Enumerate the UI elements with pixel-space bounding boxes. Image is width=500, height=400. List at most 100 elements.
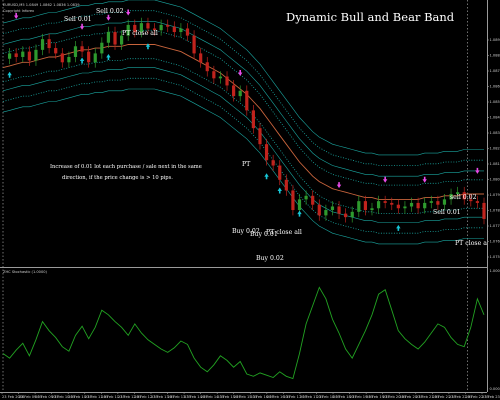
- candle-body: [232, 85, 236, 97]
- sell-arrow-icon: [336, 182, 342, 189]
- candle-body: [80, 46, 84, 52]
- time-tick-label: 23 Feb 10:35: [68, 395, 92, 399]
- candle-body: [436, 201, 440, 205]
- candle-body: [390, 202, 394, 205]
- time-tick-label: 23 Feb 2016: [2, 395, 25, 399]
- price-tick-label: 1.0890: [490, 38, 500, 42]
- candle-body: [139, 23, 143, 33]
- oscillator-axis-label: 1.0000: [490, 269, 500, 273]
- candle-body: [416, 202, 420, 209]
- oscillator-axis-label: 0.0000: [490, 387, 500, 391]
- time-tick-label: 23 Feb 11:05: [85, 395, 109, 399]
- candle-body: [324, 210, 328, 216]
- annotation-sell-0-01-a: Sell 0.01: [64, 16, 92, 23]
- candle-body: [271, 160, 275, 166]
- candle-body: [166, 24, 170, 27]
- upper-band-4: [2, 0, 484, 156]
- price-tick-label: 1.0810: [490, 162, 500, 166]
- time-tick-label: 23 Feb 09:35: [35, 395, 59, 399]
- copyright-label: Copyright Inforex: [3, 9, 35, 13]
- price-tick-label: 1.0780: [490, 209, 500, 213]
- candle-body: [34, 49, 38, 61]
- candle-body: [126, 24, 130, 36]
- candle-body: [133, 24, 137, 33]
- candle-body: [212, 71, 216, 79]
- candle-body: [376, 201, 381, 209]
- candle-body: [93, 53, 97, 63]
- candle-body: [297, 199, 302, 211]
- candle-body: [73, 46, 78, 57]
- annotation-sell-0-02-b: sell 0.02: [450, 194, 477, 201]
- time-tick-label: 23 Feb 14:05: [184, 395, 208, 399]
- candle-body: [456, 192, 460, 195]
- candle-body: [278, 165, 282, 180]
- candle-body: [100, 42, 104, 54]
- candle-body: [423, 202, 427, 209]
- sell-arrow-icon: [238, 69, 243, 76]
- time-tick-label: 23 Feb 18:35: [333, 395, 357, 399]
- time-tick-label: 23 Feb 16:05: [250, 395, 274, 399]
- sell-arrow-icon: [79, 23, 85, 30]
- candle-body: [152, 28, 157, 31]
- annotation-sell-0-02-a: Sell 0.02: [96, 8, 124, 15]
- price-tick-label: 1.0840: [490, 116, 500, 120]
- time-tick-label: 23 Feb 11:35: [101, 395, 125, 399]
- buy-arrow-icon: [145, 43, 151, 50]
- time-tick-label: 23 Feb 16:35: [267, 395, 291, 399]
- candle-body: [442, 199, 447, 205]
- candle-body: [475, 201, 480, 203]
- annotation-sell-0-01-b: Sell 0.01: [433, 209, 461, 216]
- candle-body: [317, 204, 321, 216]
- price-tick-label: 1.0860: [490, 85, 500, 89]
- time-tick-label: 23 Feb 10:05: [52, 395, 76, 399]
- candle-body: [40, 39, 45, 50]
- time-tick-label: 23 Feb 12:05: [118, 395, 142, 399]
- candle-body: [146, 23, 150, 29]
- annotation-pt: PT: [242, 161, 251, 168]
- candle-body: [67, 56, 71, 63]
- candle-body: [225, 76, 229, 86]
- candle-body: [199, 53, 203, 63]
- time-tick-label: 23 Feb 13:35: [168, 395, 192, 399]
- candle-body: [264, 144, 269, 161]
- time-tick-label: 23 Feb 17:35: [300, 395, 324, 399]
- price-tick-label: 1.0820: [490, 147, 500, 151]
- buy-arrow-icon: [396, 224, 401, 231]
- candle-body: [396, 204, 400, 209]
- price-tick-label: 1.0750: [490, 255, 500, 259]
- candle-body: [330, 206, 335, 211]
- annotation-pt-close-all-c: PT close all: [455, 240, 491, 247]
- price-tick-label: 1.0830: [490, 131, 500, 135]
- candle-body: [185, 28, 190, 36]
- annotation-buy-0-01: Buy 0.01: [250, 231, 278, 238]
- price-tick-label: 1.0760: [490, 240, 500, 244]
- candle-body: [383, 201, 387, 203]
- arrow-layer: [7, 9, 480, 231]
- sell-arrow-icon: [475, 167, 480, 174]
- buy-arrow-icon: [264, 173, 269, 180]
- time-tick-label: 23 Feb 17:05: [283, 395, 307, 399]
- candle-body: [205, 62, 209, 72]
- candle-body: [179, 28, 183, 33]
- time-tick-label: 23 Feb 21:05: [416, 395, 440, 399]
- candle-body: [218, 76, 223, 79]
- oscillator-line: [2, 286, 485, 380]
- price-tick-label: 1.0770: [490, 224, 500, 228]
- candle-body: [403, 206, 407, 209]
- candle-body: [47, 39, 51, 49]
- candle-body: [311, 195, 315, 205]
- lower-band-2: [2, 67, 484, 223]
- candle-body: [370, 208, 374, 211]
- annotation-buy-0-02-b: Buy 0.02: [256, 255, 284, 262]
- candle-body: [245, 90, 249, 111]
- candle-body: [251, 110, 255, 129]
- candle-body: [337, 206, 341, 214]
- price-panel: EURUSD,M5 1.0849 1.0862 1.0836 1.0839 Co…: [2, 0, 491, 392]
- time-tick-label: 23 Feb 19:35: [366, 395, 390, 399]
- candle-body: [87, 51, 91, 63]
- candle-body: [60, 53, 64, 63]
- candle-body: [192, 35, 196, 54]
- strategy-note-line-1: Increase of 0.01 lot each purchase / sal…: [50, 164, 202, 170]
